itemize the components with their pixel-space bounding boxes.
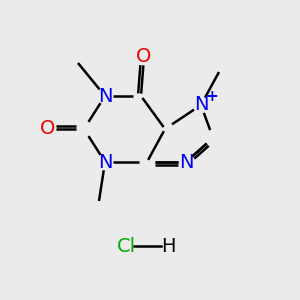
Text: N: N xyxy=(179,152,193,172)
Text: N: N xyxy=(98,152,112,172)
Text: N: N xyxy=(194,95,208,115)
Text: N: N xyxy=(98,86,112,106)
Text: +: + xyxy=(205,89,218,104)
Text: Cl: Cl xyxy=(116,236,136,256)
Text: O: O xyxy=(40,119,56,139)
Text: O: O xyxy=(136,47,152,67)
Text: H: H xyxy=(161,236,175,256)
